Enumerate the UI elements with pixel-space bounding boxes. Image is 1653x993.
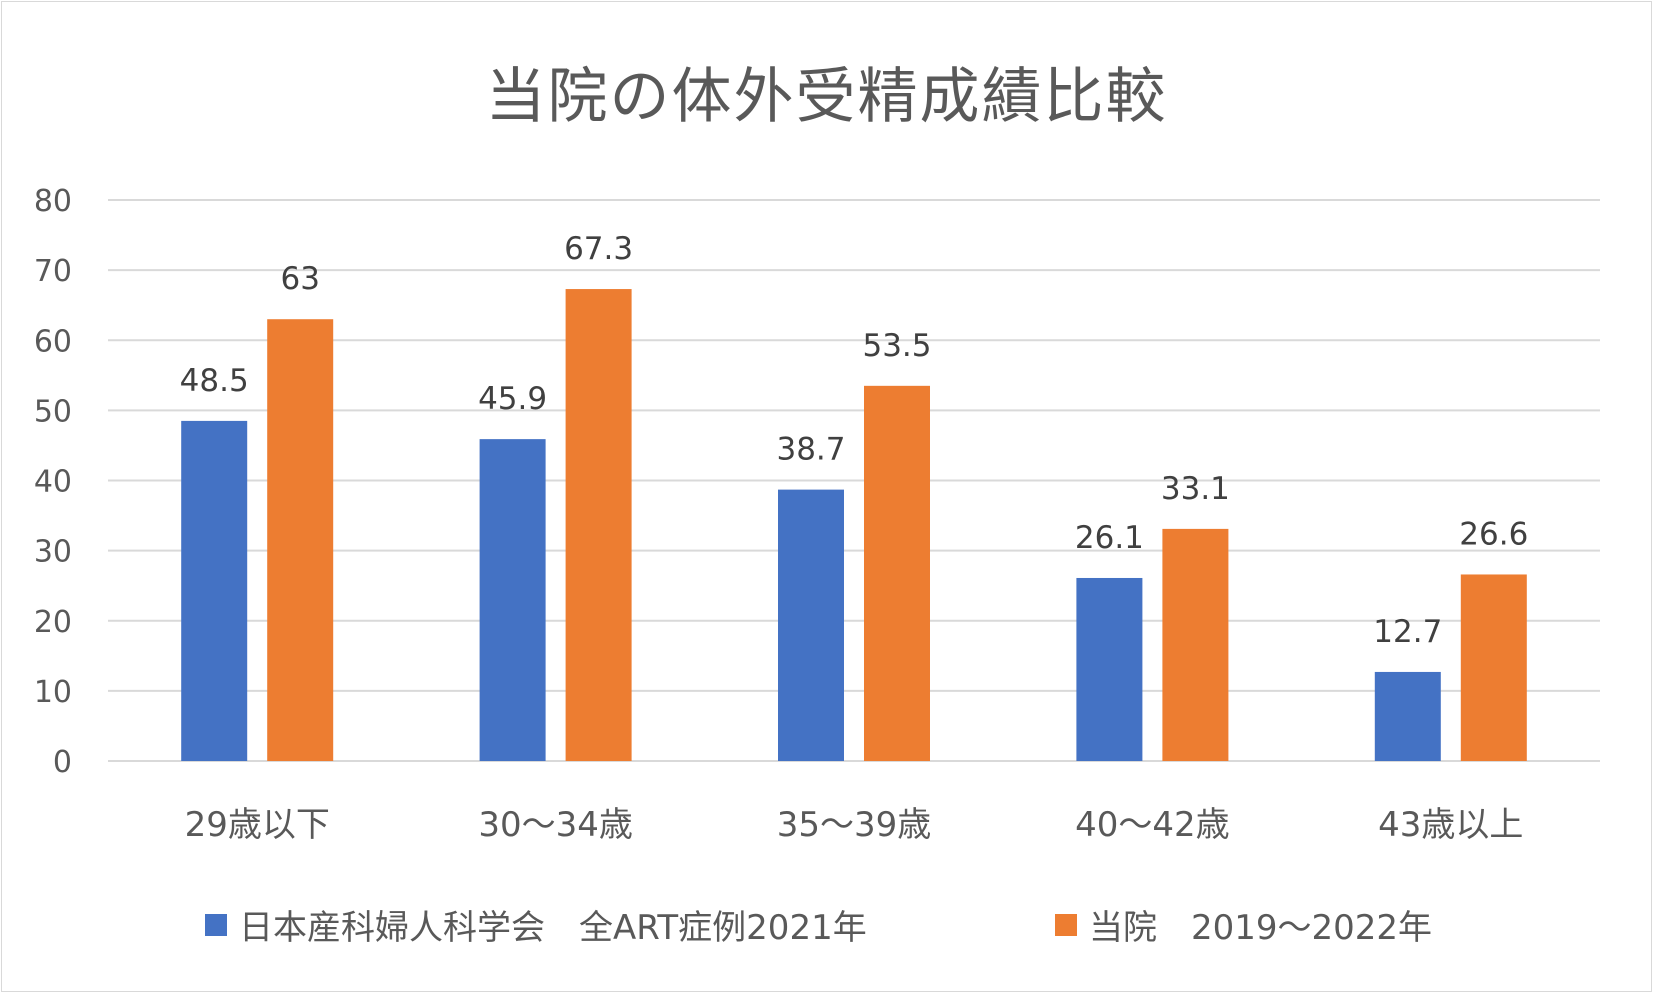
legend-swatch-series-2 [1055, 913, 1077, 936]
bar-series-1 [479, 439, 546, 761]
data-label: 48.5 [180, 363, 249, 399]
bar-series-2 [1162, 528, 1229, 761]
bar-series-2 [1460, 574, 1527, 761]
chart-title: 当院の体外受精成績比較 [485, 62, 1168, 132]
x-category-label: 40～42歳 [1075, 805, 1230, 845]
y-tick-label: 0 [53, 745, 72, 780]
bar-series-1 [778, 489, 844, 761]
x-category-label: 43歳以上 [1378, 805, 1523, 845]
x-category-label: 29歳以下 [185, 805, 330, 845]
legend-label-series-1: 日本産科婦人科学会 全ART症例2021年 [239, 908, 867, 948]
bar-series-1 [181, 420, 248, 761]
bar-series-2 [267, 319, 334, 761]
bar-series-1 [1374, 671, 1441, 761]
x-category-label: 30～34歳 [478, 805, 633, 845]
data-label: 63 [280, 261, 319, 297]
bar-series-1 [1076, 577, 1143, 761]
data-label: 26.6 [1459, 516, 1528, 552]
data-label: 12.7 [1373, 614, 1442, 650]
data-label: 33.1 [1161, 471, 1230, 507]
y-tick-label: 10 [34, 675, 72, 710]
y-tick-label: 80 [34, 184, 72, 219]
bar-series-2 [864, 385, 930, 761]
data-label: 26.1 [1075, 520, 1144, 556]
data-label: 67.3 [564, 231, 633, 267]
legend-label-series-2: 当院 2019～2022年 [1089, 908, 1433, 948]
data-label: 53.5 [862, 328, 931, 364]
bar-series-2 [565, 289, 632, 761]
y-tick-label: 60 [34, 324, 72, 359]
x-category-label: 35～39歳 [777, 805, 932, 845]
legend-swatch-series-1 [205, 913, 227, 936]
legend-item-series-2: 当院 2019～2022年 [1055, 900, 1432, 949]
y-tick-label: 20 [34, 605, 72, 640]
legend-item-series-1: 日本産科婦人科学会 全ART症例2021年 [205, 900, 867, 949]
data-label: 38.7 [776, 432, 845, 468]
legend: 日本産科婦人科学会 全ART症例2021年 当院 2019～2022年 [0, 900, 1653, 948]
y-tick-label: 40 [34, 465, 72, 500]
data-label: 45.9 [478, 381, 547, 417]
y-tick-label: 70 [34, 254, 72, 289]
y-tick-label: 50 [34, 394, 72, 429]
y-tick-label: 30 [34, 535, 72, 570]
